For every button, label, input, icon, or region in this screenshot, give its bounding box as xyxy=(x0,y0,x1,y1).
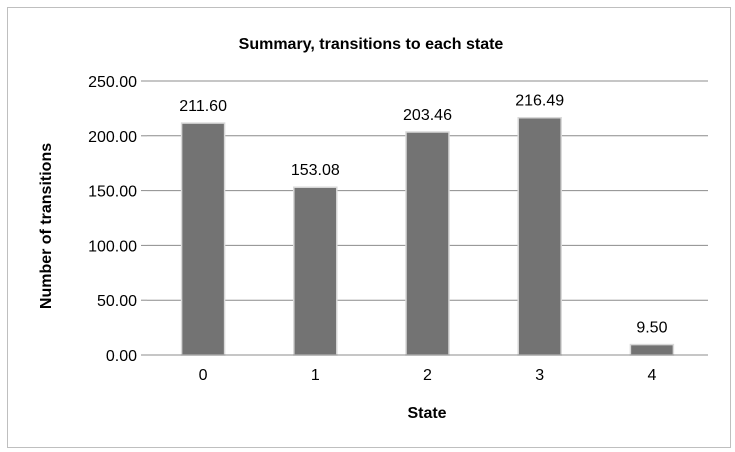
bar-chart: Summary, transitions to each state 0.00 5… xyxy=(38,36,708,422)
x-tick-label: 1 xyxy=(311,367,320,384)
x-tick-label: 2 xyxy=(423,367,432,384)
x-tick-label: 3 xyxy=(535,367,544,384)
x-tick-label: 4 xyxy=(647,367,656,384)
y-axis-ticks: 0.00 50.00 100.00 150.00 200.00 250.00 xyxy=(88,74,147,365)
x-axis-title: State xyxy=(407,405,446,422)
y-tick-label: 150.00 xyxy=(88,184,137,201)
bar-state-2 xyxy=(405,131,450,356)
x-axis-ticks: 0 1 2 3 4 xyxy=(199,367,657,384)
chart-frame: Summary, transitions to each state 0.00 5… xyxy=(7,7,731,448)
bar-state-4 xyxy=(629,343,675,356)
y-tick-label: 0.00 xyxy=(106,348,137,365)
bar-state-3 xyxy=(517,116,562,356)
y-tick-label: 100.00 xyxy=(88,238,137,255)
data-labels: 211.60 153.08 203.46 216.49 9.50 xyxy=(179,93,667,337)
data-label-state-2: 203.46 xyxy=(403,107,452,124)
y-tick-label: 50.00 xyxy=(97,293,137,310)
data-label-state-1: 153.08 xyxy=(291,162,340,179)
bar-state-1 xyxy=(293,186,338,356)
bars xyxy=(180,116,675,356)
y-tick-label: 250.00 xyxy=(88,74,137,91)
data-label-state-0: 211.60 xyxy=(179,98,227,115)
bar-state-0 xyxy=(180,122,226,356)
y-tick-label: 200.00 xyxy=(88,129,137,146)
chart-title: Summary, transitions to each state xyxy=(239,36,504,53)
data-label-state-3: 216.49 xyxy=(515,93,564,110)
data-label-state-4: 9.50 xyxy=(636,320,667,337)
y-axis-title: Number of transitions xyxy=(38,143,55,309)
x-tick-label: 0 xyxy=(199,367,208,384)
